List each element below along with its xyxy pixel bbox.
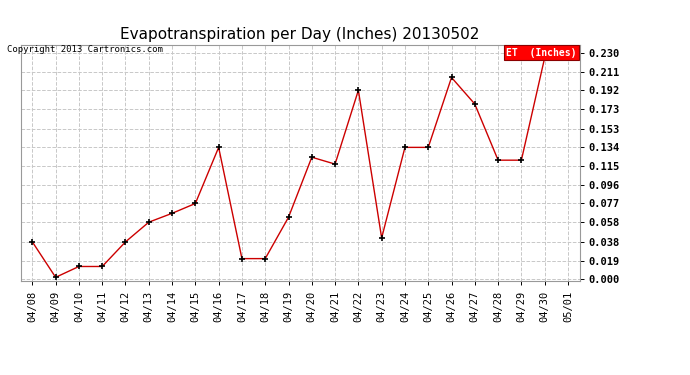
Title: Evapotranspiration per Day (Inches) 20130502: Evapotranspiration per Day (Inches) 2013…: [121, 27, 480, 42]
Text: ET  (Inches): ET (Inches): [506, 48, 577, 58]
Text: Copyright 2013 Cartronics.com: Copyright 2013 Cartronics.com: [7, 45, 163, 54]
